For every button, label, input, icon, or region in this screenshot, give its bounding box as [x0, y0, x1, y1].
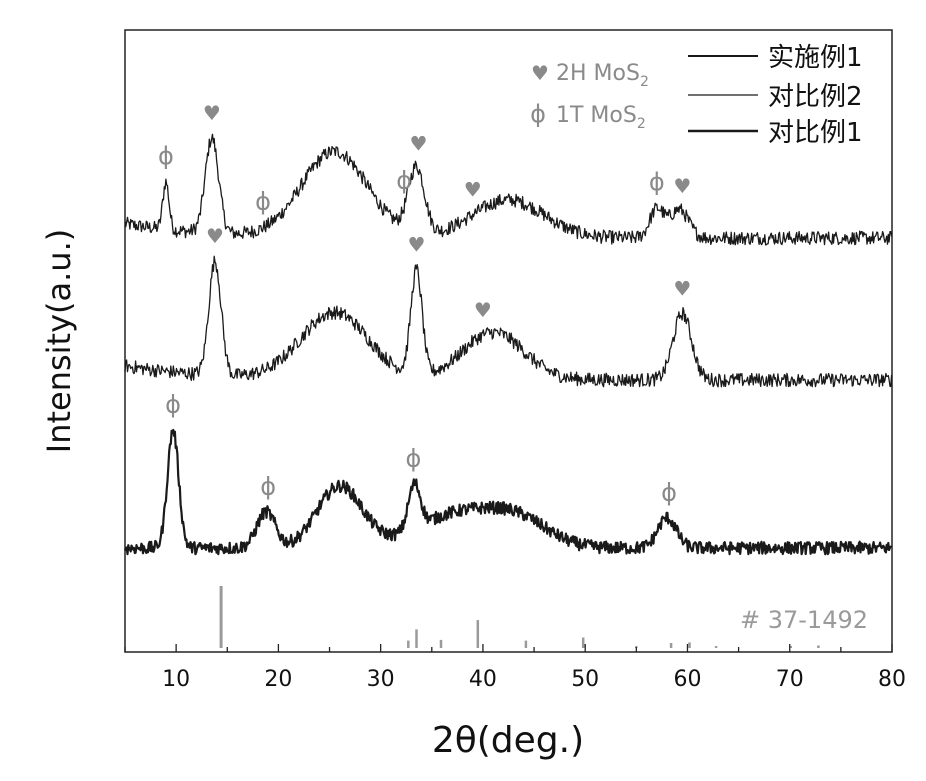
marker-legend-2h-label: 2H MoS2 [556, 61, 649, 90]
reference-layer [221, 586, 818, 648]
peak-marker-series-0-7: ♥ [673, 174, 691, 198]
peak-marker-series-2-1: ϕ [260, 473, 276, 501]
peak-marker-series-2-0: ϕ [165, 390, 181, 418]
series-layer [125, 134, 892, 554]
x-tick-label-20: 20 [264, 667, 292, 692]
peak-marker-series-1-3: ♥ [673, 277, 691, 301]
peak-marker-series-0-6: ϕ [649, 168, 665, 196]
x-tick-label-30: 30 [367, 667, 395, 692]
x-tick-label-60: 60 [673, 667, 701, 692]
x-tick-label-40: 40 [469, 667, 497, 692]
marker-legend-1t-label: 1T MoS2 [556, 103, 646, 132]
y-axis-label: Intensity(a.u.) [40, 229, 78, 453]
peak-marker-series-1-1: ♥ [408, 233, 426, 257]
x-tick-label-70: 70 [776, 667, 804, 692]
marker-legend: ♥ 2H MoS2 ϕ 1T MoS2 [530, 61, 649, 132]
x-tick-label-10: 10 [162, 667, 190, 692]
peak-marker-series-0-0: ϕ [158, 142, 174, 170]
x-tick-label-80: 80 [878, 667, 906, 692]
legend-label-series-1: 对比例2 [768, 82, 863, 112]
x-axis-label: 2θ(deg.) [432, 720, 584, 761]
series-legend: 实施例1 对比例2 对比例1 [688, 43, 863, 148]
marker-legend-2h-symbol: ♥ [531, 61, 549, 85]
peak-marker-series-0-1: ♥ [203, 101, 221, 125]
series-line-2 [125, 430, 892, 554]
peak-marker-series-2-2: ϕ [405, 445, 421, 473]
peak-marker-series-0-3: ϕ [396, 167, 412, 195]
legend-label-series-2: 对比例1 [768, 118, 863, 148]
peak-marker-series-0-5: ♥ [464, 178, 482, 202]
peak-marker-series-1-0: ♥ [206, 224, 224, 248]
annotation-layer: ϕ ♥ ϕ ϕ ♥ ♥ ϕ ♥ ♥ ♥ ♥ ♥ ϕ ϕ ϕ ϕ [158, 101, 691, 507]
series-line-1 [125, 256, 892, 387]
peak-marker-series-0-2: ϕ [255, 188, 271, 216]
peak-marker-series-1-2: ♥ [474, 298, 492, 322]
reference-label: # 37-1492 [740, 606, 868, 634]
peak-marker-series-2-3: ϕ [661, 479, 677, 507]
peak-marker-series-0-4: ♥ [410, 131, 428, 155]
axis-layer: 10 20 30 40 50 60 70 80 [125, 644, 906, 692]
x-tick-label-50: 50 [571, 667, 599, 692]
marker-legend-1t-symbol: ϕ [530, 100, 546, 128]
legend-label-series-0: 实施例1 [768, 43, 863, 73]
series-line-0 [125, 134, 892, 245]
